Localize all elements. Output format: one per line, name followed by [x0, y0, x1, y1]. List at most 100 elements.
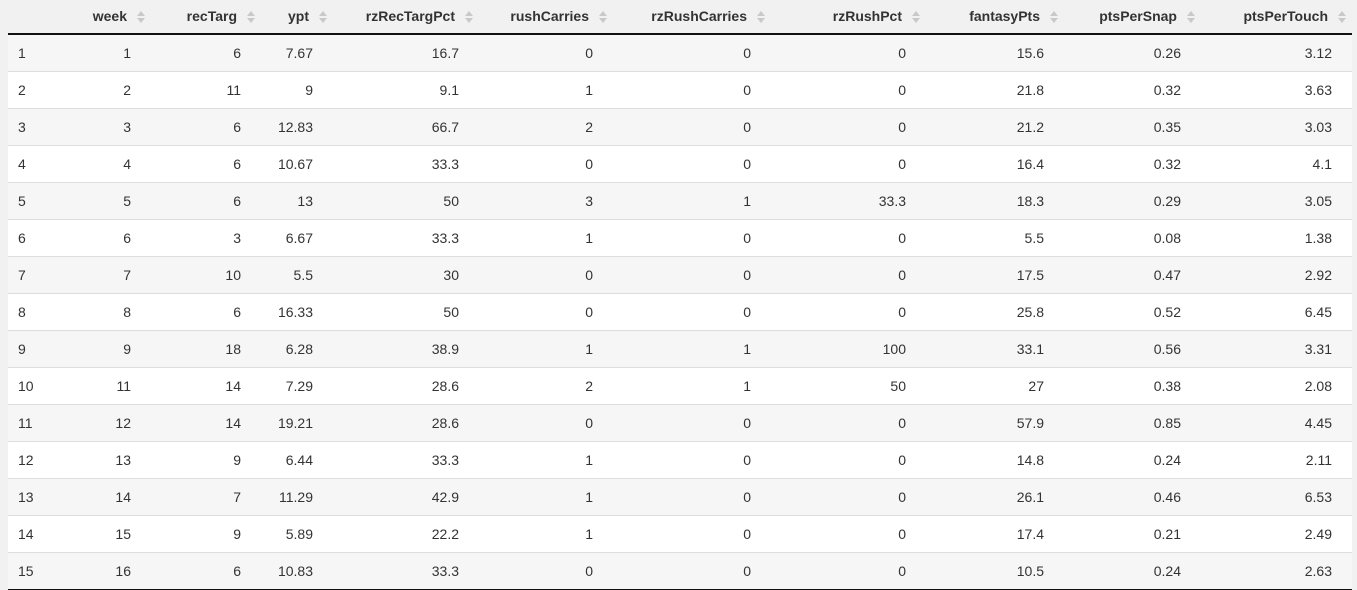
cell-rzRecTargPct: 33.3	[333, 145, 479, 183]
cell-ypt: 6.28	[261, 330, 333, 368]
cell-ptsPerSnap: 0.38	[1064, 367, 1201, 405]
cell-rzRushCarries: 0	[613, 478, 771, 516]
cell-ypt: 6.67	[261, 219, 333, 257]
cell-recTarg: 6	[151, 34, 261, 72]
cell-week: 9	[66, 330, 151, 368]
cell-rushCarries: 1	[479, 330, 613, 368]
cell-rzRushPct: 0	[771, 71, 926, 109]
cell-ypt: 16.33	[261, 293, 333, 331]
column-header-recTarg[interactable]: recTarg	[151, 0, 261, 35]
cell-recTarg: 14	[151, 367, 261, 405]
cell-fantasyPts: 21.8	[926, 71, 1064, 109]
header-row: week recTarg ypt rzRecTargPct rushCarries rzR…	[8, 0, 1352, 35]
cell-recTarg: 9	[151, 515, 261, 553]
cell-rzRushPct: 0	[771, 552, 926, 590]
table-row: 10 11 14 7.29 28.6 2 1 50 27 0.38 2.08	[8, 367, 1352, 405]
cell-fantasyPts: 10.5	[926, 552, 1064, 590]
cell-rzRushCarries: 0	[613, 71, 771, 109]
cell-recTarg: 11	[151, 71, 261, 109]
table-row: 2 2 11 9 9.1 1 0 0 21.8 0.32 3.63	[8, 71, 1352, 109]
cell-ptsPerTouch: 3.03	[1201, 108, 1352, 146]
cell-ptsPerTouch: 2.49	[1201, 515, 1352, 553]
column-header-label: rushCarries	[510, 8, 589, 24]
cell-ptsPerTouch: 3.05	[1201, 182, 1352, 220]
column-header-ptsPerTouch[interactable]: ptsPerTouch	[1201, 0, 1352, 35]
sort-both-icon	[1050, 10, 1058, 23]
column-header-fantasyPts[interactable]: fantasyPts	[926, 0, 1064, 35]
cell-rzRushPct: 0	[771, 478, 926, 516]
cell-rushCarries: 0	[479, 552, 613, 590]
cell-rzRushCarries: 1	[613, 330, 771, 368]
cell-week: 4	[66, 145, 151, 183]
cell-ypt: 10.83	[261, 552, 333, 590]
column-header-index	[8, 0, 66, 35]
cell-ptsPerSnap: 0.46	[1064, 478, 1201, 516]
cell-rzRushPct: 0	[771, 256, 926, 294]
sort-both-icon	[1338, 10, 1346, 23]
column-header-label: fantasyPts	[969, 8, 1040, 24]
cell-rzRecTargPct: 42.9	[333, 478, 479, 516]
cell-fantasyPts: 18.3	[926, 182, 1064, 220]
cell-week: 5	[66, 182, 151, 220]
cell-week: 8	[66, 293, 151, 331]
cell-recTarg: 10	[151, 256, 261, 294]
cell-rzRecTargPct: 9.1	[333, 71, 479, 109]
cell-ptsPerSnap: 0.35	[1064, 108, 1201, 146]
cell-week: 1	[66, 34, 151, 72]
cell-rzRecTargPct: 38.9	[333, 330, 479, 368]
cell-recTarg: 6	[151, 108, 261, 146]
cell-recTarg: 6	[151, 293, 261, 331]
cell-recTarg: 6	[151, 145, 261, 183]
table-row: 3 3 6 12.83 66.7 2 0 0 21.2 0.35 3.03	[8, 108, 1352, 146]
sort-both-icon	[319, 10, 327, 23]
sort-both-icon	[912, 10, 920, 23]
cell-rzRushPct: 0	[771, 404, 926, 442]
cell-week: 7	[66, 256, 151, 294]
cell-recTarg: 9	[151, 441, 261, 479]
cell-ptsPerSnap: 0.08	[1064, 219, 1201, 257]
cell-ptsPerTouch: 2.92	[1201, 256, 1352, 294]
cell-rushCarries: 1	[479, 515, 613, 553]
cell-recTarg: 7	[151, 478, 261, 516]
cell-rzRushPct: 0	[771, 515, 926, 553]
cell-index: 12	[8, 441, 66, 479]
cell-recTarg: 6	[151, 182, 261, 220]
column-header-rzRecTargPct[interactable]: rzRecTargPct	[333, 0, 479, 35]
cell-fantasyPts: 25.8	[926, 293, 1064, 331]
cell-week: 11	[66, 367, 151, 405]
column-header-rzRushPct[interactable]: rzRushPct	[771, 0, 926, 35]
cell-index: 3	[8, 108, 66, 146]
cell-ptsPerTouch: 3.12	[1201, 34, 1352, 72]
column-header-rzRushCarries[interactable]: rzRushCarries	[613, 0, 771, 35]
sort-both-icon	[757, 10, 765, 23]
cell-rzRushPct: 0	[771, 293, 926, 331]
cell-rushCarries: 0	[479, 404, 613, 442]
cell-rzRecTargPct: 30	[333, 256, 479, 294]
table-row: 9 9 18 6.28 38.9 1 1 100 33.1 0.56 3.31	[8, 330, 1352, 368]
column-header-rushCarries[interactable]: rushCarries	[479, 0, 613, 35]
cell-recTarg: 18	[151, 330, 261, 368]
cell-rushCarries: 0	[479, 256, 613, 294]
column-header-ptsPerSnap[interactable]: ptsPerSnap	[1064, 0, 1201, 35]
sort-both-icon	[1187, 10, 1195, 23]
cell-fantasyPts: 17.4	[926, 515, 1064, 553]
cell-rzRushCarries: 0	[613, 441, 771, 479]
cell-rushCarries: 0	[479, 34, 613, 72]
cell-rzRecTargPct: 28.6	[333, 367, 479, 405]
cell-index: 11	[8, 404, 66, 442]
cell-ypt: 12.83	[261, 108, 333, 146]
cell-fantasyPts: 57.9	[926, 404, 1064, 442]
cell-ypt: 11.29	[261, 478, 333, 516]
cell-rzRushPct: 0	[771, 145, 926, 183]
column-header-week[interactable]: week	[66, 0, 151, 35]
column-header-ypt[interactable]: ypt	[261, 0, 333, 35]
sort-both-icon	[137, 10, 145, 23]
column-header-label: ypt	[288, 8, 309, 24]
cell-rzRushCarries: 0	[613, 404, 771, 442]
cell-index: 2	[8, 71, 66, 109]
cell-fantasyPts: 14.8	[926, 441, 1064, 479]
cell-ptsPerSnap: 0.52	[1064, 293, 1201, 331]
table-header: week recTarg ypt rzRecTargPct rushCarries rzR…	[8, 0, 1352, 35]
cell-fantasyPts: 27	[926, 367, 1064, 405]
cell-index: 4	[8, 145, 66, 183]
